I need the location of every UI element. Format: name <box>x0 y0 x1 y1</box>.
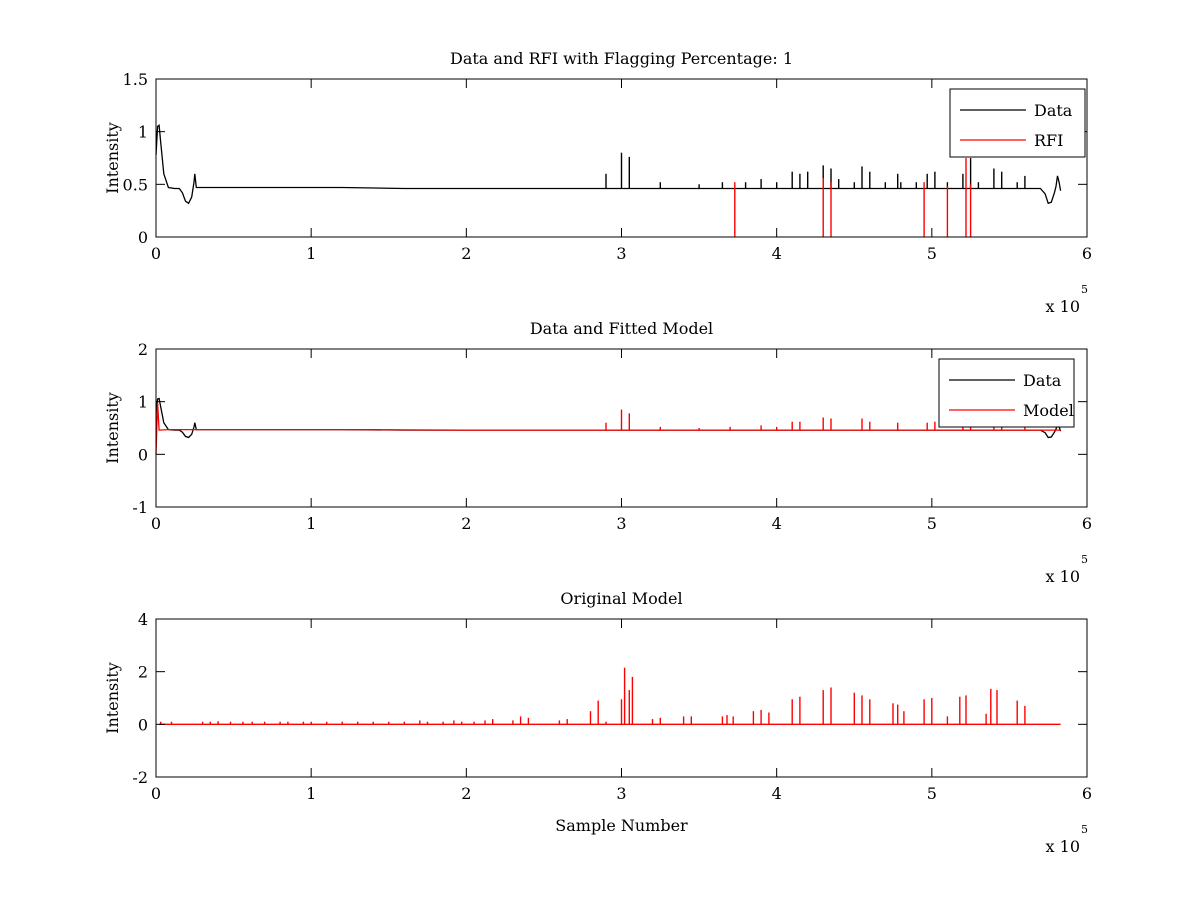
x-tick-label: 1 <box>306 514 316 533</box>
y-tick-label: 4 <box>138 610 148 629</box>
x-tick-label: 0 <box>151 244 161 263</box>
subplot-1: 0 1 2 3 4 5 6 0 0.5 1 1.5 Data and RFI with Flaggin… <box>103 49 1092 316</box>
x-multiplier-exponent: 5 <box>1081 823 1088 836</box>
y-tick-label: 0 <box>138 715 148 734</box>
legend: Data Model <box>938 358 1075 428</box>
chart-title: Original Model <box>560 589 682 608</box>
x-multiplier-exponent: 5 <box>1081 283 1088 296</box>
x-tick-label: 1 <box>306 244 316 263</box>
series-data <box>155 124 1062 205</box>
y-axis-label: Intensity <box>103 122 122 194</box>
x-tick-label: 5 <box>927 244 937 263</box>
legend-label: RFI <box>1034 131 1063 150</box>
x-tick-label: 0 <box>151 784 161 803</box>
x-tick-label: 4 <box>772 244 782 263</box>
y-tick-label: 0 <box>138 445 148 464</box>
x-tick-label: 1 <box>306 784 316 803</box>
x-tick-label: 2 <box>461 244 471 263</box>
legend: Data RFI <box>949 88 1086 158</box>
y-tick-label: -2 <box>132 768 148 787</box>
legend-label: Data <box>1023 371 1062 390</box>
chart-title: Data and Fitted Model <box>530 319 713 338</box>
x-tick-label: 3 <box>616 514 626 533</box>
x-tick-label: 4 <box>772 514 782 533</box>
x-tick-label: 3 <box>616 784 626 803</box>
x-tick-label: 2 <box>461 784 471 803</box>
x-multiplier-base: x 10 <box>1046 567 1080 586</box>
x-tick-label: 2 <box>461 514 471 533</box>
series-rfi <box>734 158 972 237</box>
x-tick-label: 6 <box>1082 514 1092 533</box>
y-tick-label: 1 <box>138 123 148 142</box>
legend-box <box>938 358 1075 428</box>
legend-label: Model <box>1023 401 1074 420</box>
x-multiplier-exponent: 5 <box>1081 553 1088 566</box>
x-tick-label: 6 <box>1082 784 1092 803</box>
x-tick-label: 5 <box>927 784 937 803</box>
series-model <box>159 667 1061 725</box>
legend-label: Data <box>1034 101 1073 120</box>
x-multiplier-base: x 10 <box>1046 297 1080 316</box>
y-axis-label: Intensity <box>103 662 122 734</box>
y-tick-label: 1.5 <box>123 70 148 89</box>
y-tick-label: 1 <box>138 393 148 412</box>
chart-title: Data and RFI with Flagging Percentage: 1 <box>450 49 793 68</box>
x-tick-label: 3 <box>616 244 626 263</box>
x-tick-label: 6 <box>1082 244 1092 263</box>
y-tick-label: 0.5 <box>123 175 148 194</box>
y-tick-label: 2 <box>138 663 148 682</box>
y-axis-label: Intensity <box>103 392 122 464</box>
y-tick-label: 2 <box>138 340 148 359</box>
y-tick-label: 0 <box>138 228 148 247</box>
x-tick-label: 4 <box>772 784 782 803</box>
x-multiplier-base: x 10 <box>1046 837 1080 856</box>
x-tick-label: 5 <box>927 514 937 533</box>
y-tick-label: -1 <box>132 498 148 517</box>
x-axis-label: Sample Number <box>555 816 688 835</box>
x-tick-label: 0 <box>151 514 161 533</box>
series-line <box>155 124 1062 205</box>
legend-box <box>949 88 1086 158</box>
